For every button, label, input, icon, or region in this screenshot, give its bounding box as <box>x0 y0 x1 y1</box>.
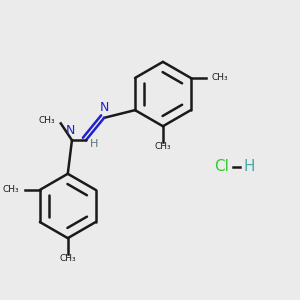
Text: CH₃: CH₃ <box>39 116 55 124</box>
Text: CH₃: CH₃ <box>154 142 171 151</box>
Text: CH₃: CH₃ <box>2 185 19 194</box>
Text: N: N <box>100 100 109 114</box>
Text: Cl: Cl <box>214 159 229 174</box>
Text: H: H <box>90 140 98 149</box>
Text: CH₃: CH₃ <box>212 74 228 82</box>
Text: H: H <box>244 159 255 174</box>
Text: CH₃: CH₃ <box>59 254 76 263</box>
Text: N: N <box>66 124 75 136</box>
